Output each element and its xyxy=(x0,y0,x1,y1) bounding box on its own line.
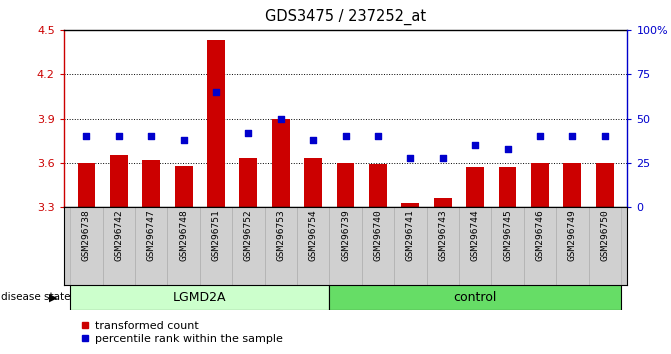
Bar xyxy=(135,207,167,285)
Text: LGMD2A: LGMD2A xyxy=(173,291,227,304)
Point xyxy=(113,133,124,139)
Bar xyxy=(70,285,329,310)
Bar xyxy=(401,202,419,207)
Text: GSM296746: GSM296746 xyxy=(535,210,544,261)
Text: GSM296745: GSM296745 xyxy=(503,210,512,261)
Text: GSM296739: GSM296739 xyxy=(341,210,350,261)
Bar xyxy=(459,207,491,285)
Bar xyxy=(329,207,362,285)
Text: GSM296751: GSM296751 xyxy=(211,210,221,261)
Bar xyxy=(240,159,257,207)
Bar xyxy=(264,207,297,285)
Bar xyxy=(556,207,588,285)
Text: GSM296740: GSM296740 xyxy=(374,210,382,261)
Point xyxy=(567,133,578,139)
Point xyxy=(178,137,189,143)
Point xyxy=(243,130,254,136)
Bar xyxy=(564,163,581,207)
Bar xyxy=(394,207,427,285)
Bar xyxy=(329,285,621,310)
Text: GSM296749: GSM296749 xyxy=(568,210,577,261)
Bar xyxy=(232,207,264,285)
Bar xyxy=(531,163,549,207)
Text: ▶: ▶ xyxy=(48,292,57,302)
Bar xyxy=(466,167,484,207)
Bar xyxy=(304,159,322,207)
Point xyxy=(437,155,448,160)
Bar xyxy=(142,160,160,207)
Bar xyxy=(499,167,517,207)
Bar xyxy=(297,207,329,285)
Text: disease state: disease state xyxy=(1,292,70,302)
Bar xyxy=(272,119,290,207)
Bar xyxy=(524,207,556,285)
Bar xyxy=(427,207,459,285)
Legend: transformed count, percentile rank within the sample: transformed count, percentile rank withi… xyxy=(76,316,287,348)
Bar xyxy=(167,207,200,285)
Bar xyxy=(70,207,103,285)
Text: GSM296741: GSM296741 xyxy=(406,210,415,261)
Point xyxy=(599,133,610,139)
Point xyxy=(340,133,351,139)
Point xyxy=(308,137,319,143)
Text: GSM296754: GSM296754 xyxy=(309,210,317,261)
Bar xyxy=(596,163,613,207)
Text: GDS3475 / 237252_at: GDS3475 / 237252_at xyxy=(265,9,426,25)
Bar xyxy=(588,207,621,285)
Bar xyxy=(362,207,394,285)
Point xyxy=(535,133,546,139)
Text: GSM296744: GSM296744 xyxy=(470,210,480,261)
Bar xyxy=(491,207,524,285)
Bar xyxy=(337,163,354,207)
Bar xyxy=(174,166,193,207)
Text: GSM296750: GSM296750 xyxy=(601,210,609,261)
Bar xyxy=(207,40,225,207)
Bar xyxy=(369,164,387,207)
Point xyxy=(502,146,513,152)
Text: GSM296738: GSM296738 xyxy=(82,210,91,261)
Bar xyxy=(78,163,95,207)
Point xyxy=(470,142,480,148)
Text: GSM296748: GSM296748 xyxy=(179,210,188,261)
Text: GSM296753: GSM296753 xyxy=(276,210,285,261)
Bar xyxy=(103,207,135,285)
Point xyxy=(146,133,156,139)
Bar xyxy=(110,155,127,207)
Text: control: control xyxy=(454,291,497,304)
Bar xyxy=(200,207,232,285)
Point xyxy=(81,133,92,139)
Point xyxy=(405,155,416,160)
Text: GSM296747: GSM296747 xyxy=(147,210,156,261)
Text: GSM296743: GSM296743 xyxy=(438,210,448,261)
Point xyxy=(372,133,383,139)
Point xyxy=(275,116,286,121)
Bar xyxy=(434,198,452,207)
Text: GSM296742: GSM296742 xyxy=(114,210,123,261)
Text: GSM296752: GSM296752 xyxy=(244,210,253,261)
Point xyxy=(211,89,221,95)
